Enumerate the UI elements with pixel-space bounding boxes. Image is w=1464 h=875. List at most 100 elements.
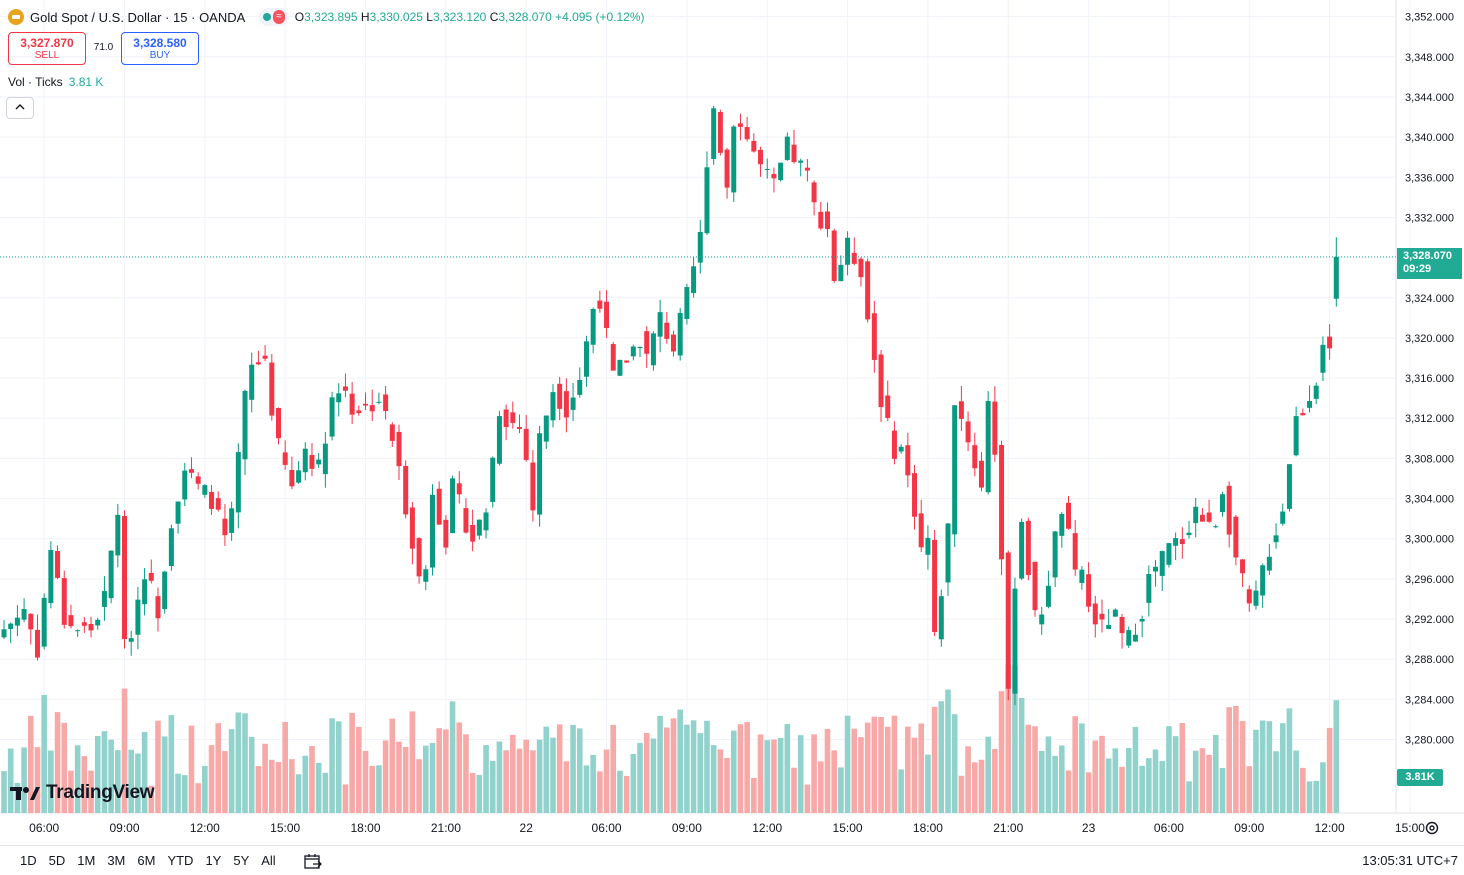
- volume-bar: [637, 742, 643, 813]
- candle-body: [818, 211, 824, 229]
- candle-body: [925, 537, 931, 555]
- candle-body: [891, 430, 897, 459]
- volume-bar: [376, 765, 382, 813]
- candle-body: [697, 231, 703, 263]
- candle-body: [242, 390, 248, 460]
- candle-body: [878, 354, 884, 408]
- candle-body: [1206, 512, 1212, 522]
- candle-body: [135, 599, 141, 635]
- bar-countdown: 09:29: [1403, 263, 1432, 275]
- chart-grid: [0, 0, 1464, 814]
- price-chart[interactable]: 3,280.000 3,284.000 3,288.000 3,292.000 3,29…: [0, 0, 1464, 845]
- candle-body: [811, 182, 817, 203]
- buy-button[interactable]: 3,328.580 BUY: [121, 32, 199, 65]
- candle-body: [1293, 416, 1299, 456]
- price-tick-label: 3,324.000: [1405, 293, 1454, 305]
- candle-body: [1246, 589, 1252, 604]
- range-1m[interactable]: 1M: [77, 853, 96, 868]
- candle-body: [1240, 559, 1246, 574]
- volume-bar: [141, 731, 148, 813]
- last-price-value: 3,328.070: [1403, 250, 1452, 262]
- volume-bar: [483, 745, 489, 813]
- candle-body: [610, 344, 616, 371]
- candle-body: [316, 459, 322, 465]
- candle-body: [972, 445, 978, 469]
- range-all[interactable]: All: [261, 853, 276, 868]
- collapse-legend-button[interactable]: [6, 97, 34, 119]
- volume-bar: [54, 712, 61, 813]
- price-tick-label: 3,332.000: [1405, 212, 1454, 224]
- candle-body: [122, 516, 128, 640]
- price-tick-label: 3,292.000: [1405, 614, 1454, 626]
- range-1d[interactable]: 1D: [20, 853, 37, 868]
- time-tick-label: 18:00: [351, 821, 381, 835]
- volume-bar: [449, 701, 456, 813]
- market-status-pill[interactable]: ≈: [259, 8, 289, 26]
- volume-bar: [248, 736, 255, 813]
- sell-price: 3,327.870: [20, 36, 74, 50]
- candle-body: [604, 301, 610, 329]
- gear-icon[interactable]: [1423, 819, 1441, 837]
- time-tick-label: 21:00: [993, 821, 1023, 835]
- volume-bar: [1206, 754, 1212, 813]
- candle-body: [1173, 538, 1179, 546]
- close-label: C: [489, 10, 499, 24]
- timezone-clock[interactable]: 13:05:31 UTC+7: [1362, 853, 1458, 868]
- volume-bar: [1166, 726, 1172, 813]
- range-5y[interactable]: 5Y: [233, 853, 250, 868]
- candle-body: [664, 322, 670, 339]
- volume-bar: [536, 739, 543, 813]
- range-1y[interactable]: 1Y: [205, 853, 222, 868]
- volume-bar: [1192, 750, 1199, 813]
- candle-body: [215, 498, 221, 510]
- candle-body: [804, 167, 810, 171]
- range-5d[interactable]: 5D: [48, 853, 66, 868]
- volume-bar: [1246, 766, 1253, 813]
- high-label: H: [360, 10, 370, 24]
- volume-bar: [269, 759, 275, 813]
- candle-body: [95, 619, 101, 626]
- volume-bar: [215, 723, 222, 813]
- candle-body: [657, 312, 663, 337]
- candle-body: [1, 629, 7, 638]
- volume-bar: [751, 777, 757, 813]
- range-6m[interactable]: 6M: [137, 853, 156, 868]
- sell-button[interactable]: 3,327.870 SELL: [8, 32, 86, 65]
- candle-body: [289, 470, 295, 487]
- volume-bar: [349, 712, 355, 813]
- candle-body: [1119, 617, 1125, 634]
- volume-legend[interactable]: Vol · Ticks 3.81 K: [8, 75, 103, 89]
- volume-bar: [1219, 767, 1226, 813]
- candle-body: [784, 136, 790, 160]
- candle-body: [403, 465, 409, 515]
- tradingview-logo[interactable]: TradingView: [10, 782, 155, 804]
- range-3m[interactable]: 3M: [107, 853, 126, 868]
- volume-bar: [409, 711, 416, 813]
- volume-bar: [985, 736, 991, 813]
- symbol-title[interactable]: Gold Spot / U.S. Dollar · 15 · OANDA: [30, 9, 246, 25]
- volume-bar: [516, 748, 523, 813]
- candle-body: [824, 211, 830, 230]
- volume-bar: [844, 715, 851, 813]
- candle-body: [356, 410, 362, 414]
- volume-bar: [228, 729, 235, 813]
- volume-bar: [1139, 765, 1145, 813]
- volume-bar: [717, 749, 724, 813]
- candle-body: [905, 445, 911, 476]
- volume-series: [1, 664, 1340, 813]
- calendar-goto-icon[interactable]: [304, 853, 322, 869]
- volume-bar: [115, 750, 121, 813]
- candle-body: [583, 341, 589, 377]
- volume-bar: [1072, 716, 1078, 813]
- range-ytd[interactable]: YTD: [167, 853, 194, 868]
- volume-bar: [242, 713, 248, 813]
- close-value: 3,328.070: [498, 10, 552, 24]
- candle-body: [34, 629, 40, 658]
- volume-bar: [262, 743, 268, 813]
- candle-body: [918, 513, 924, 548]
- candle-body: [503, 409, 509, 428]
- time-tick-label: 12:00: [752, 821, 782, 835]
- volume-bar: [764, 740, 771, 813]
- volume-bar: [978, 759, 985, 813]
- candle-body: [717, 112, 723, 153]
